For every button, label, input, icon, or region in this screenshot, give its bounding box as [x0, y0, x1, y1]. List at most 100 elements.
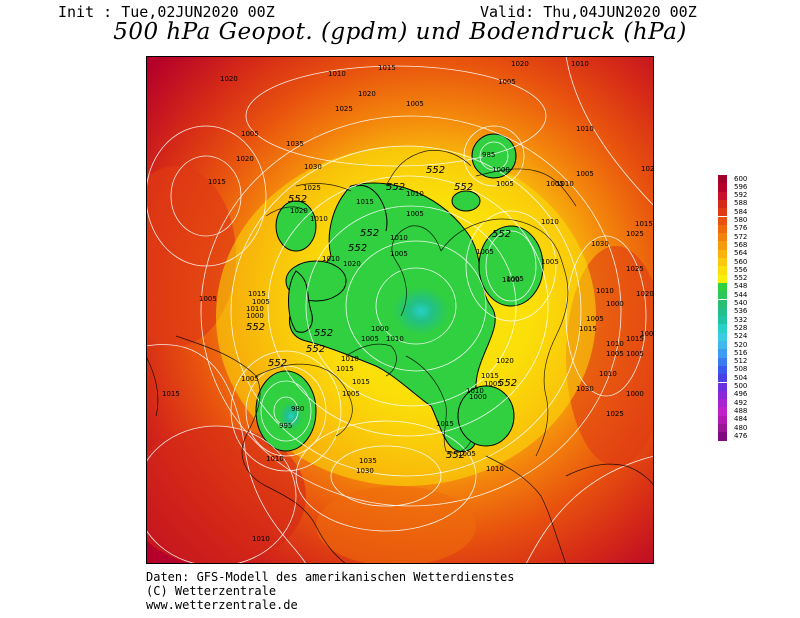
isohypse-label: 552	[314, 328, 333, 339]
pressure-label: 1025	[335, 105, 353, 113]
pressure-label: 1000	[492, 166, 510, 174]
pressure-label: 1010	[246, 305, 264, 313]
scale-swatch	[718, 175, 727, 184]
pressure-label: 1020	[290, 207, 308, 215]
pressure-label: 1015	[208, 178, 226, 186]
pressure-label: 1005	[496, 180, 514, 188]
scale-swatch	[718, 357, 727, 366]
pressure-label: 1020	[343, 260, 361, 268]
scale-swatch	[718, 332, 727, 341]
scale-swatch	[718, 191, 727, 200]
scale-swatch	[718, 199, 727, 209]
scale-swatch	[718, 424, 727, 433]
scale-label: 504	[734, 373, 748, 382]
pressure-label: 1010	[341, 355, 359, 363]
scale-label: 536	[734, 307, 748, 316]
pressure-label: 1005	[484, 380, 502, 388]
weather-map: 552 552 552 552 552 552 552 552 552 552 …	[146, 56, 654, 564]
scale-label: 580	[734, 216, 748, 224]
pressure-label: 1020	[641, 165, 654, 173]
pressure-label: 1010	[266, 455, 284, 463]
pressure-label: 1020	[358, 90, 376, 98]
scale-swatch	[718, 299, 727, 308]
pressure-label: 1005	[640, 330, 654, 338]
scale-swatch	[718, 266, 727, 275]
scale-label: 528	[734, 323, 748, 332]
scale-label: 532	[734, 315, 748, 324]
pressure-label: 1010	[571, 60, 589, 68]
pressure-label: 1005	[361, 335, 379, 343]
scale-label: 592	[734, 191, 748, 200]
scale-label: 560	[734, 257, 748, 266]
scale-swatch	[718, 407, 727, 416]
scale-swatch	[718, 216, 727, 225]
pressure-label: 1020	[636, 290, 654, 298]
pressure-label: 1025	[626, 265, 644, 273]
isohypse-label: 552	[268, 358, 287, 369]
pressure-label: 1015	[635, 220, 653, 228]
pressure-label: 1010	[328, 70, 346, 78]
scale-label: 568	[734, 240, 748, 249]
pressure-label: 985	[482, 151, 495, 159]
color-scale: 600 596 592 588 584 580 576 572 568 564 560 556 552 5…	[718, 175, 778, 445]
scale-swatch	[718, 282, 727, 292]
pressure-label: 1005	[476, 248, 494, 256]
pressure-label: 1010	[252, 535, 270, 543]
scale-label: 512	[734, 357, 748, 366]
pressure-label: 1000	[502, 276, 520, 284]
scale-swatch	[718, 324, 727, 333]
map-title: 500 hPa Geopot. (gpdm) und Bodendruck (h…	[113, 19, 687, 45]
pressure-label: 1015	[481, 372, 499, 380]
pressure-label: 1005	[498, 78, 516, 86]
pressure-label: 1020	[511, 60, 529, 68]
pressure-label: 1005	[390, 250, 408, 258]
pressure-label: 1020	[236, 155, 254, 163]
scale-label: 548	[734, 282, 748, 291]
footer-source: Daten: GFS-Modell des amerikanischen Wet…	[146, 570, 515, 584]
pressure-label: 1005	[546, 180, 564, 188]
isohypse-label: 552	[246, 322, 265, 333]
scale-swatch	[718, 349, 727, 358]
isohypse-label: 552	[360, 228, 379, 239]
scale-swatch	[718, 316, 727, 325]
scale-label: 476	[734, 431, 748, 440]
pressure-label: 1010	[606, 340, 624, 348]
pressure-label: 1000	[469, 393, 487, 401]
pressure-label: 995	[279, 422, 292, 430]
scale-label: 576	[734, 224, 748, 233]
pressure-label: 1010	[486, 465, 504, 473]
scale-swatch	[718, 399, 727, 408]
scale-label: 492	[734, 398, 748, 407]
pressure-label: 1000	[246, 312, 264, 320]
pressure-label: 1020	[220, 75, 238, 83]
scale-label: 520	[734, 340, 748, 349]
pressure-label: 1010	[541, 218, 559, 226]
pressure-label: 1010	[596, 287, 614, 295]
pressure-label: 1030	[304, 163, 322, 171]
pressure-label: 1000	[606, 300, 624, 308]
pressure-label: 1030	[576, 385, 594, 393]
pressure-label: 1005	[586, 315, 604, 323]
scale-label: 524	[734, 332, 748, 341]
scale-label: 596	[734, 182, 748, 191]
scale-swatch	[718, 274, 727, 283]
pressure-label: 1010	[390, 234, 408, 242]
pressure-label: 1005	[406, 100, 424, 108]
scale-label: 540	[734, 299, 748, 307]
init-time: Init : Tue,02JUN2020 00Z	[58, 3, 275, 21]
pressure-label: 1010	[386, 335, 404, 343]
scale-label: 480	[734, 423, 748, 432]
pressure-label: 980	[291, 405, 304, 413]
scale-label: 496	[734, 390, 748, 399]
pressure-label: 1005	[406, 210, 424, 218]
pressure-label: 1005	[252, 298, 270, 306]
pressure-label: 1010	[576, 125, 594, 133]
pressure-label: 1030	[356, 467, 374, 475]
isohypse-label: 552	[348, 243, 367, 254]
scale-swatch	[718, 258, 727, 267]
pressure-label: 1015	[162, 390, 180, 398]
pressure-label: 1005	[241, 130, 259, 138]
scale-label: 588	[734, 199, 748, 208]
scale-swatch	[718, 374, 727, 383]
scale-swatch	[718, 224, 727, 234]
